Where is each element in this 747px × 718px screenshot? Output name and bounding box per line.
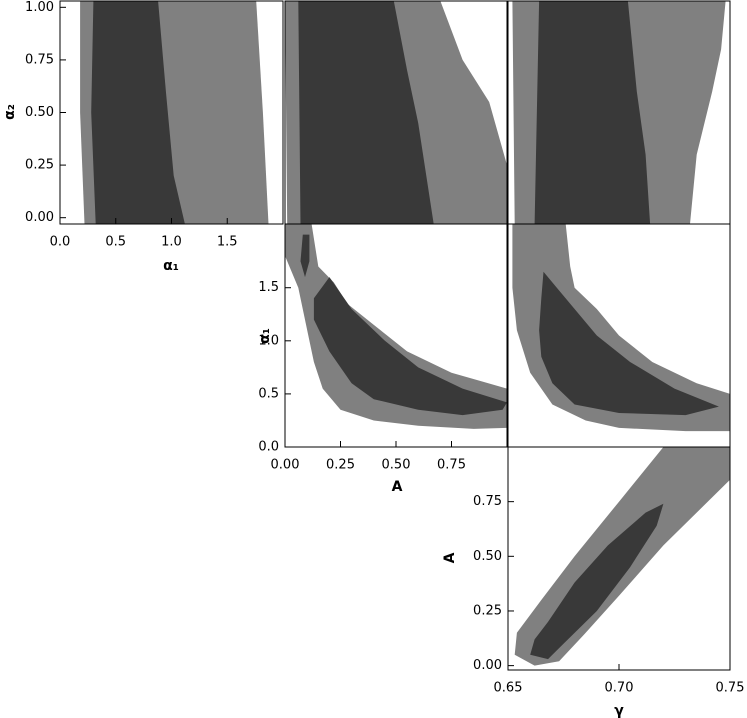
y-tick-label: 1.5: [258, 280, 279, 295]
y-tick-label: 0.25: [473, 603, 502, 618]
y-tick-label: 0.75: [25, 52, 54, 67]
y-axis-label: A: [442, 552, 458, 563]
contour-region: [534, 1, 651, 224]
contour-region: [313, 277, 507, 416]
contour-region: [539, 271, 719, 416]
y-tick-label: 0.00: [25, 210, 54, 225]
x-axis-label: γ: [614, 703, 624, 718]
x-axis-label: α₁: [163, 258, 179, 274]
y-tick-label: 0.25: [25, 158, 54, 173]
contour-region: [300, 234, 310, 278]
y-axis-label: α₂: [2, 104, 18, 120]
contour-region: [91, 1, 185, 224]
x-tick-label: 0.50: [382, 458, 411, 473]
y-tick-label: 1.00: [25, 0, 54, 15]
y-axis-label: α₁: [257, 328, 273, 344]
x-tick-label: 1.5: [217, 235, 238, 250]
y-tick-label: 0.0: [258, 440, 279, 455]
x-tick-label: 0.65: [494, 681, 523, 696]
y-tick-label: 0.00: [473, 658, 502, 673]
y-tick-label: 0.75: [473, 494, 502, 509]
y-tick-label: 1.0: [258, 333, 279, 348]
x-tick-label: 0.70: [605, 681, 634, 696]
contour-region: [285, 224, 507, 429]
x-tick-label: 0.00: [271, 458, 300, 473]
x-tick-label: 0.5: [105, 235, 126, 250]
y-tick-label: 0.5: [258, 386, 279, 401]
contour-region: [298, 1, 434, 224]
contour-region: [530, 503, 664, 660]
x-axis-label: A: [392, 479, 403, 495]
y-tick-label: 0.50: [25, 105, 54, 120]
x-tick-label: 0.75: [437, 458, 466, 473]
x-tick-label: 0.25: [326, 458, 355, 473]
x-tick-label: 0.0: [50, 235, 71, 250]
y-tick-label: 0.50: [473, 549, 502, 564]
x-tick-label: 1.0: [161, 235, 182, 250]
x-tick-label: 0.75: [716, 681, 745, 696]
